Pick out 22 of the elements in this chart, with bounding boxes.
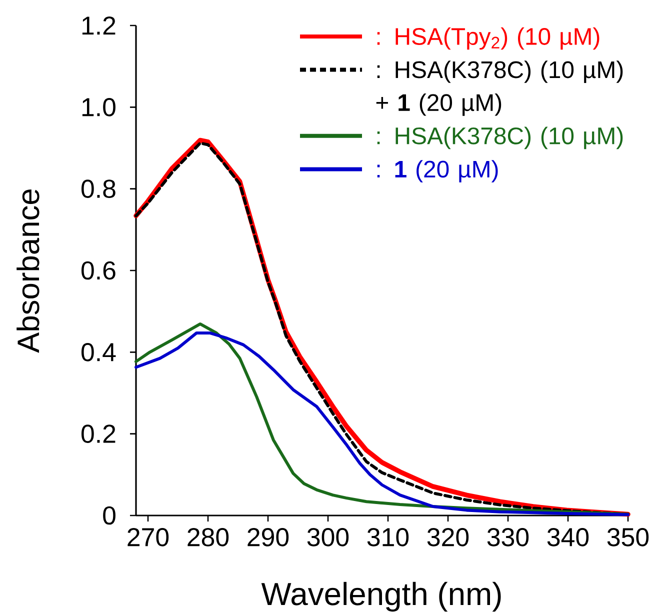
x-tick-label: 320 [427,528,469,546]
y-tick-label: 0.6 [81,261,116,280]
legend-label: : 1 (20 µM) [377,160,498,182]
x-tick-label: 310 [367,528,409,546]
y-axis-title: Absorbance [16,189,40,353]
x-axis-title: Wavelength (nm) [261,582,501,612]
x-tick-label: 270 [128,528,169,546]
y-tick-label: 1.2 [82,16,116,35]
y-tick-label: 0.2 [81,424,116,443]
x-tick-label: 350 [607,528,649,546]
y-tick-label: 0 [103,506,116,525]
y-tick-label: 0.4 [81,342,116,362]
x-tick-label: 330 [487,528,529,546]
x-tick-label: 340 [547,528,589,546]
legend-label: : HSA(Tpy$_{2}$) (10 µM) [377,27,600,50]
y-tick-label: 0.8 [81,180,116,198]
y-tick-label: 1.0 [82,98,116,116]
x-tick-label: 290 [248,528,289,546]
x-tick-label: 300 [307,528,349,546]
legend-label: : HSA(K378C) (10 µM) + 1 (20 µM) [376,60,623,116]
legend-label: : HSA(K378C) (10 µM) [377,126,623,150]
x-tick-label: 280 [188,528,229,546]
